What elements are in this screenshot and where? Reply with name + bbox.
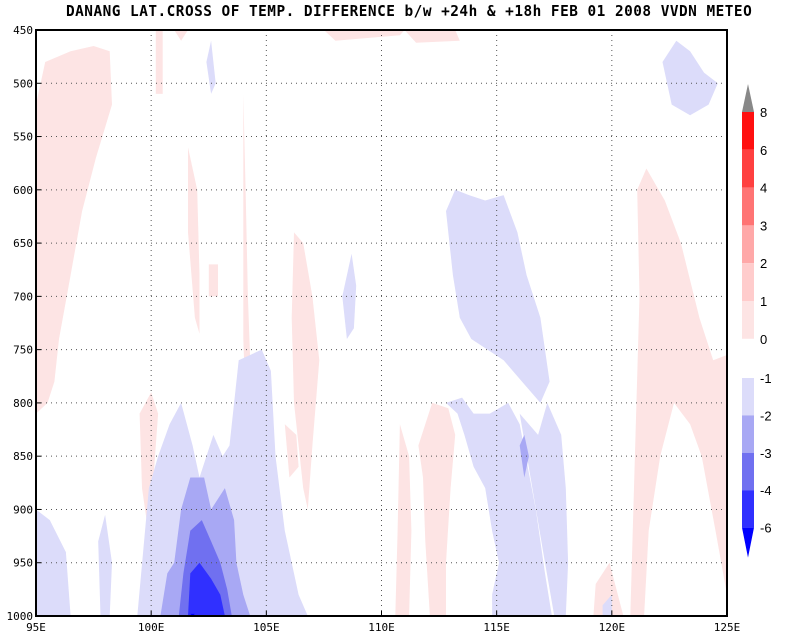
y-tick-label: 900	[13, 503, 33, 516]
y-tick-label: 700	[13, 290, 33, 303]
contour-region-5	[243, 93, 251, 403]
colorbar-label: -2	[760, 408, 772, 423]
contour-region-3	[188, 147, 200, 334]
color-bar: 8 6 4 3 2 1 0 -1 -2 -3 -4 -6	[742, 84, 772, 558]
y-tick-label: 750	[13, 344, 33, 357]
contour-region-20	[446, 397, 552, 616]
contour-region-1	[155, 30, 163, 94]
colorbar-label: -4	[760, 483, 772, 498]
contour-region-15	[36, 509, 71, 616]
x-tick-label: 95E	[26, 621, 46, 634]
colorbar-label: -1	[760, 371, 772, 386]
x-tick-label: 105E	[253, 621, 280, 634]
colorbar-box-pos	[742, 263, 754, 301]
x-axis-ticks: 95E 100E 105E 110E 115E 120E 125E	[26, 611, 740, 634]
y-tick-label: 850	[13, 450, 33, 463]
contour-region-7	[291, 232, 320, 510]
colorbar-label: 8	[760, 105, 767, 120]
y-tick-label: 800	[13, 397, 33, 410]
chart-title: DANANG LAT.CROSS OF TEMP. DIFFERENCE b/w…	[66, 2, 753, 20]
contour-region-22	[602, 594, 612, 616]
colorbar-box-neg	[742, 415, 754, 453]
x-tick-label: 115E	[483, 621, 510, 634]
colorbar-box-neg	[742, 452, 754, 491]
contour-region-17	[206, 40, 216, 94]
contour-region-23	[662, 40, 718, 116]
y-tick-label: 650	[13, 237, 33, 250]
plot-frame	[35, 29, 728, 617]
y-tick-label: 950	[13, 557, 33, 570]
grid-lines	[36, 30, 727, 616]
colorbar-triangle-top	[742, 84, 754, 112]
contour-fills	[36, 30, 727, 616]
colorbar-box-pos	[742, 225, 754, 264]
contour-region-10	[404, 30, 460, 43]
y-tick-label: 600	[13, 184, 33, 197]
contour-region-11	[395, 424, 412, 616]
contour-region-14	[630, 168, 727, 616]
colorbar-box-neg	[742, 378, 754, 416]
contour-region-28	[188, 562, 225, 616]
colorbar-box-pos	[742, 301, 754, 339]
colorbar-box-pos	[742, 112, 754, 150]
colorbar-label: 4	[760, 181, 767, 196]
contour-region-4	[208, 264, 218, 297]
contour-region-0	[36, 46, 112, 414]
contour-region-8	[284, 424, 299, 478]
contour-region-19	[342, 253, 357, 339]
contour-region-26	[519, 434, 529, 478]
y-tick-label: 550	[13, 131, 33, 144]
contour-region-9	[323, 30, 405, 41]
colorbar-label: -6	[760, 521, 772, 536]
x-tick-label: 120E	[599, 621, 626, 634]
colorbar-label: 0	[760, 332, 767, 347]
contour-region-6	[139, 392, 159, 521]
contour-region-13	[593, 562, 624, 616]
x-tick-label: 100E	[138, 621, 165, 634]
colorbar-box-pos	[742, 187, 754, 226]
contour-region-29	[190, 613, 195, 616]
y-tick-label: 500	[13, 77, 33, 90]
contour-region-2	[174, 30, 188, 41]
colorbar-box-pos	[742, 149, 754, 188]
colorbar-triangle-bottom	[742, 527, 754, 558]
y-tick-label: 450	[13, 24, 33, 37]
colorbar-label: 1	[760, 294, 767, 309]
colorbar-label: 6	[760, 143, 767, 158]
x-tick-label: 110E	[368, 621, 395, 634]
colorbar-label: 3	[760, 218, 767, 233]
colorbar-label: 2	[760, 256, 767, 271]
y-tick-label: 1000	[7, 610, 34, 623]
colorbar-label: -3	[760, 446, 772, 461]
colorbar-box-neg	[742, 490, 754, 528]
x-tick-label: 125E	[714, 621, 741, 634]
contour-region-16	[98, 514, 112, 616]
y-axis-ticks: 450 500 550 600 650 700 750 800 850 900 950 1000	[7, 24, 41, 623]
